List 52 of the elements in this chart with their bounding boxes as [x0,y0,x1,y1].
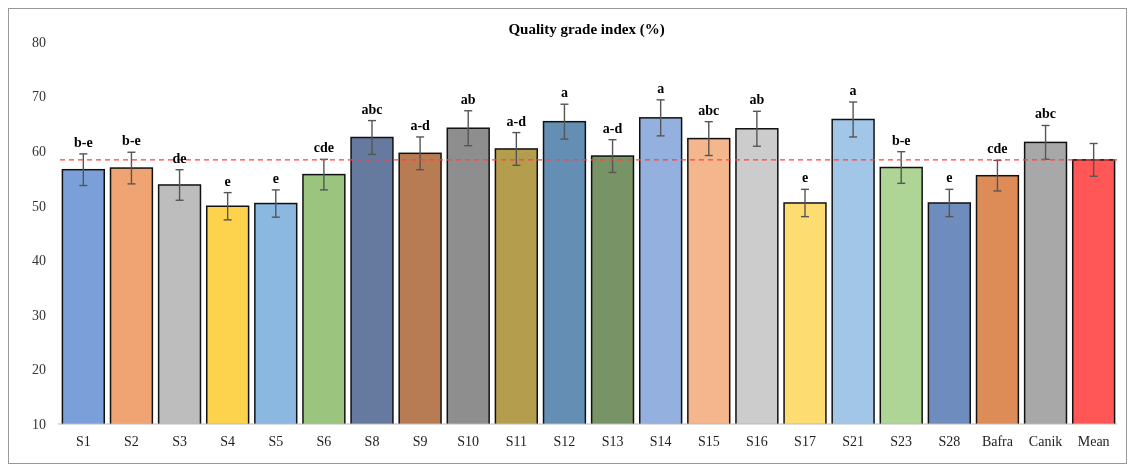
x-tick-label: Bafra [981,434,1014,449]
annotation: cde [987,141,1008,157]
annotation: abc [1035,106,1057,122]
x-tick-label: S28 [938,434,961,449]
y-tick-label: 60 [32,144,46,160]
annotation: a [657,80,665,96]
x-tick-label: S4 [220,434,236,449]
annotation: b-e [891,132,911,148]
y-tick-label: 40 [32,253,46,269]
x-tick-label: S21 [842,434,865,449]
x-tick-label: Mean [1077,434,1110,449]
y-tick-label: 20 [32,362,46,378]
y-tick-label: 10 [32,416,46,432]
x-tick-label: S16 [745,434,768,449]
annotation: a-d [410,117,431,133]
annotation: a-d [506,113,527,129]
annotation: ab [749,92,765,108]
x-tick-label: S2 [124,434,139,449]
x-tick-label: S9 [412,434,428,449]
x-tick-label: S10 [457,434,480,449]
x-tick-label: S11 [505,434,527,449]
x-tick-label: S17 [794,434,816,449]
annotation: abc [361,101,383,117]
x-tick-label: Canik [1028,434,1063,449]
x-tick-label: S14 [649,434,672,449]
annotation: e [272,170,279,186]
annotation: a [560,85,568,101]
y-tick-label: 50 [32,198,46,214]
y-tick-label: 70 [32,89,46,105]
x-tick-label: S5 [268,434,284,449]
annotation: b-e [122,133,141,149]
annotation: a-d [602,120,623,136]
x-tick-label: S13 [601,434,624,449]
x-tick-label: S15 [697,434,720,449]
annotation: cde [313,140,334,156]
annotation: de [172,150,187,166]
y-tick-label: 80 [32,34,46,50]
x-tick-label: S12 [553,434,576,449]
x-tick-label: S3 [172,434,187,449]
annotation: e [224,173,231,189]
chart-title: Quality grade index (%) [508,21,665,38]
x-tick-label: S6 [316,434,332,449]
x-tick-label: S8 [364,434,380,449]
annotation: ab [460,91,476,107]
annotation: e [801,170,809,186]
x-tick-label: S1 [75,434,91,449]
annotation: a [849,83,857,99]
x-tick-label: S23 [890,434,913,449]
annotation: abc [698,102,720,118]
annotation: b-e [74,134,93,150]
annotation: e [946,170,953,186]
y-tick-label: 30 [32,307,46,323]
